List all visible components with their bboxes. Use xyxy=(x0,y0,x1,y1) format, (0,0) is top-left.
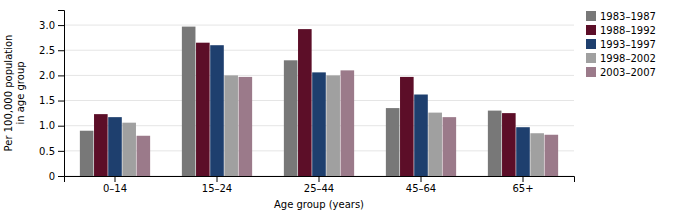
x-axis-line xyxy=(65,177,575,183)
y-tick: 3.0 xyxy=(39,20,64,31)
y-tick-label: 0 xyxy=(49,171,55,182)
bar xyxy=(502,113,516,176)
y-tick: 1.0 xyxy=(39,120,64,131)
x-tick-mark xyxy=(115,176,116,182)
x-tick-label: 25–44 xyxy=(304,183,334,194)
x-tick: 0–14 xyxy=(103,176,127,194)
legend-item: 1983–1987 xyxy=(586,11,656,22)
x-tick-mark xyxy=(217,176,218,182)
legend-label: 1993–1997 xyxy=(600,39,656,50)
plot: 0 0.5 1.0 1.5 2.0 2.5 3.0 0–14 15–24 25–44 45–64 65… xyxy=(39,11,574,195)
y-tick-label: 1.0 xyxy=(39,120,55,131)
y-tick-label: 2.5 xyxy=(39,45,55,56)
y-tick: 0.5 xyxy=(39,146,64,157)
y-tick-mark xyxy=(58,75,64,76)
y-axis-title: Per 100,000 populationin age group xyxy=(3,35,26,152)
y-tick-label: 0.5 xyxy=(39,146,55,157)
x-tick: 15–24 xyxy=(202,176,232,194)
bar xyxy=(312,72,326,176)
legend-swatch xyxy=(586,53,596,63)
x-tick-label: 0–14 xyxy=(103,183,127,194)
legend-item: 1998–2002 xyxy=(586,53,656,64)
y-tick-label: 1.5 xyxy=(39,95,55,106)
bar xyxy=(414,95,428,176)
legend-swatch xyxy=(586,67,596,77)
x-tick-mark xyxy=(523,176,524,182)
legend-label: 1998–2002 xyxy=(600,53,656,64)
bar xyxy=(80,131,94,176)
series xyxy=(94,29,516,176)
bar xyxy=(488,111,502,176)
bar xyxy=(443,117,457,176)
x-tick: 25–44 xyxy=(304,176,334,194)
x-axis-title: Age group (years) xyxy=(274,199,364,210)
grid-line xyxy=(64,25,574,26)
bar xyxy=(545,135,559,176)
bar xyxy=(137,136,151,176)
bar xyxy=(210,45,224,176)
x-tick-label: 45–64 xyxy=(406,183,436,194)
y-tick-mark xyxy=(58,126,64,127)
bar xyxy=(386,108,400,176)
series xyxy=(80,27,502,176)
y-tick: 2.5 xyxy=(39,45,64,56)
y-tick: 1.5 xyxy=(39,95,64,106)
bar xyxy=(94,114,108,176)
grid xyxy=(64,25,574,176)
grid-line xyxy=(64,50,574,51)
bar xyxy=(182,27,196,176)
legend-item: 1993–1997 xyxy=(586,39,656,50)
y-tick: 0 xyxy=(49,171,64,182)
y-axis-line xyxy=(58,11,65,177)
y-axis: 0 0.5 1.0 1.5 2.0 2.5 3.0 xyxy=(39,11,64,182)
y-tick-mark xyxy=(58,50,64,51)
bar xyxy=(298,29,312,176)
legend-label: 2003–2007 xyxy=(600,67,656,78)
bar xyxy=(122,123,136,176)
legend: 1983–1987 1988–1992 1993–1997 1998–2002 2003… xyxy=(586,11,656,78)
y-tick-mark xyxy=(58,151,64,152)
x-tick-mark xyxy=(319,176,320,182)
legend-label: 1983–1987 xyxy=(600,11,656,22)
bar xyxy=(284,60,298,176)
y-tick-mark xyxy=(58,101,64,102)
y-tick-label: 2.0 xyxy=(39,70,55,81)
legend-item: 1988–1992 xyxy=(586,25,656,36)
bar xyxy=(108,117,122,176)
legend-item: 2003–2007 xyxy=(586,67,656,78)
y-tick-label: 3.0 xyxy=(39,20,55,31)
x-axis: 0–14 15–24 25–44 45–64 65+ xyxy=(65,176,575,194)
bar xyxy=(400,77,414,176)
bar xyxy=(326,75,340,176)
x-tick: 45–64 xyxy=(406,176,436,194)
series xyxy=(137,70,559,176)
y-tick: 2.0 xyxy=(39,70,64,81)
bar xyxy=(224,75,238,176)
x-tick-label: 15–24 xyxy=(202,183,232,194)
bar xyxy=(196,43,210,176)
x-tick-label: 65+ xyxy=(512,183,533,194)
legend-swatch xyxy=(586,39,596,49)
bar xyxy=(239,77,253,176)
series xyxy=(108,45,530,176)
y-tick-mark xyxy=(58,176,64,177)
legend-swatch xyxy=(586,11,596,21)
bar xyxy=(516,127,530,176)
legend-label: 1988–1992 xyxy=(600,25,656,36)
x-tick: 65+ xyxy=(512,176,533,194)
bar xyxy=(530,133,544,176)
series xyxy=(122,75,544,176)
x-tick-mark xyxy=(421,176,422,182)
legend-swatch xyxy=(586,25,596,35)
y-tick-mark xyxy=(58,25,64,26)
chart: 0 0.5 1.0 1.5 2.0 2.5 3.0 0–14 15–24 25–44 45–64 65… xyxy=(0,0,674,212)
bar xyxy=(428,113,442,176)
bar xyxy=(341,70,355,176)
bars xyxy=(80,27,558,176)
